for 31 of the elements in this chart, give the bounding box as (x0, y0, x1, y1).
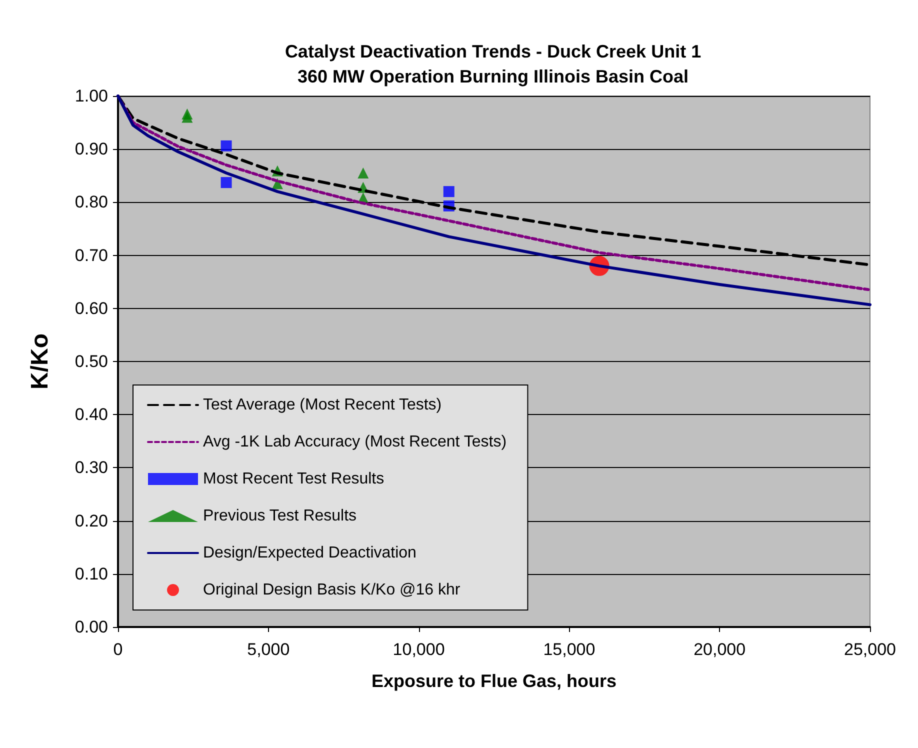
point (443, 186, 454, 198)
x-axis-title: Exposure to Flue Gas, hours (371, 671, 617, 691)
legend-label: Design/Expected Deactivation (203, 544, 416, 562)
legend-label: Most Recent Test Results (203, 470, 384, 488)
y-tick-label: 0.70 (74, 246, 108, 265)
x-tick-label: 5,000 (247, 640, 290, 659)
point (358, 167, 369, 178)
x-tick-label: 0 (113, 640, 123, 659)
y-tick-label: 0.80 (74, 192, 108, 212)
y-tick-label: 0.50 (74, 352, 108, 371)
y-tick-label: 0.30 (74, 458, 108, 478)
y-tick-label: 0.00 (74, 618, 108, 636)
x-tick-label: 25,000 (844, 640, 896, 659)
y-tick-label: 0.60 (74, 298, 108, 318)
y-tick-label: 0.40 (74, 405, 108, 424)
x-tick-label: 20,000 (694, 640, 746, 659)
legend-label: Original Design Basis K/Ko @16 khr (203, 582, 461, 598)
y-tick-label: 0.90 (74, 140, 108, 159)
legend-label: Test Average (Most Recent Tests) (203, 396, 442, 414)
x-tick-label: 15,000 (543, 640, 596, 659)
y-tick-label: 0.20 (74, 511, 108, 530)
y-axis-title: K/Ko (26, 334, 54, 390)
x-tick-label: 10,000 (392, 640, 445, 659)
legend-label: Previous Test Results (203, 508, 357, 524)
legend-label: Avg -1K Lab Accuracy (Most Recent Tests) (203, 434, 507, 450)
y-tick-label: 1.00 (74, 86, 108, 106)
point (182, 112, 193, 123)
y-tick-label: 0.10 (74, 564, 108, 584)
point (220, 140, 232, 152)
point (220, 177, 232, 188)
chart-title: Catalyst Deactivation Trends - Duck Creek Unit 1 360 MW Operation Burning Illinois Basin Coal (284, 42, 702, 86)
